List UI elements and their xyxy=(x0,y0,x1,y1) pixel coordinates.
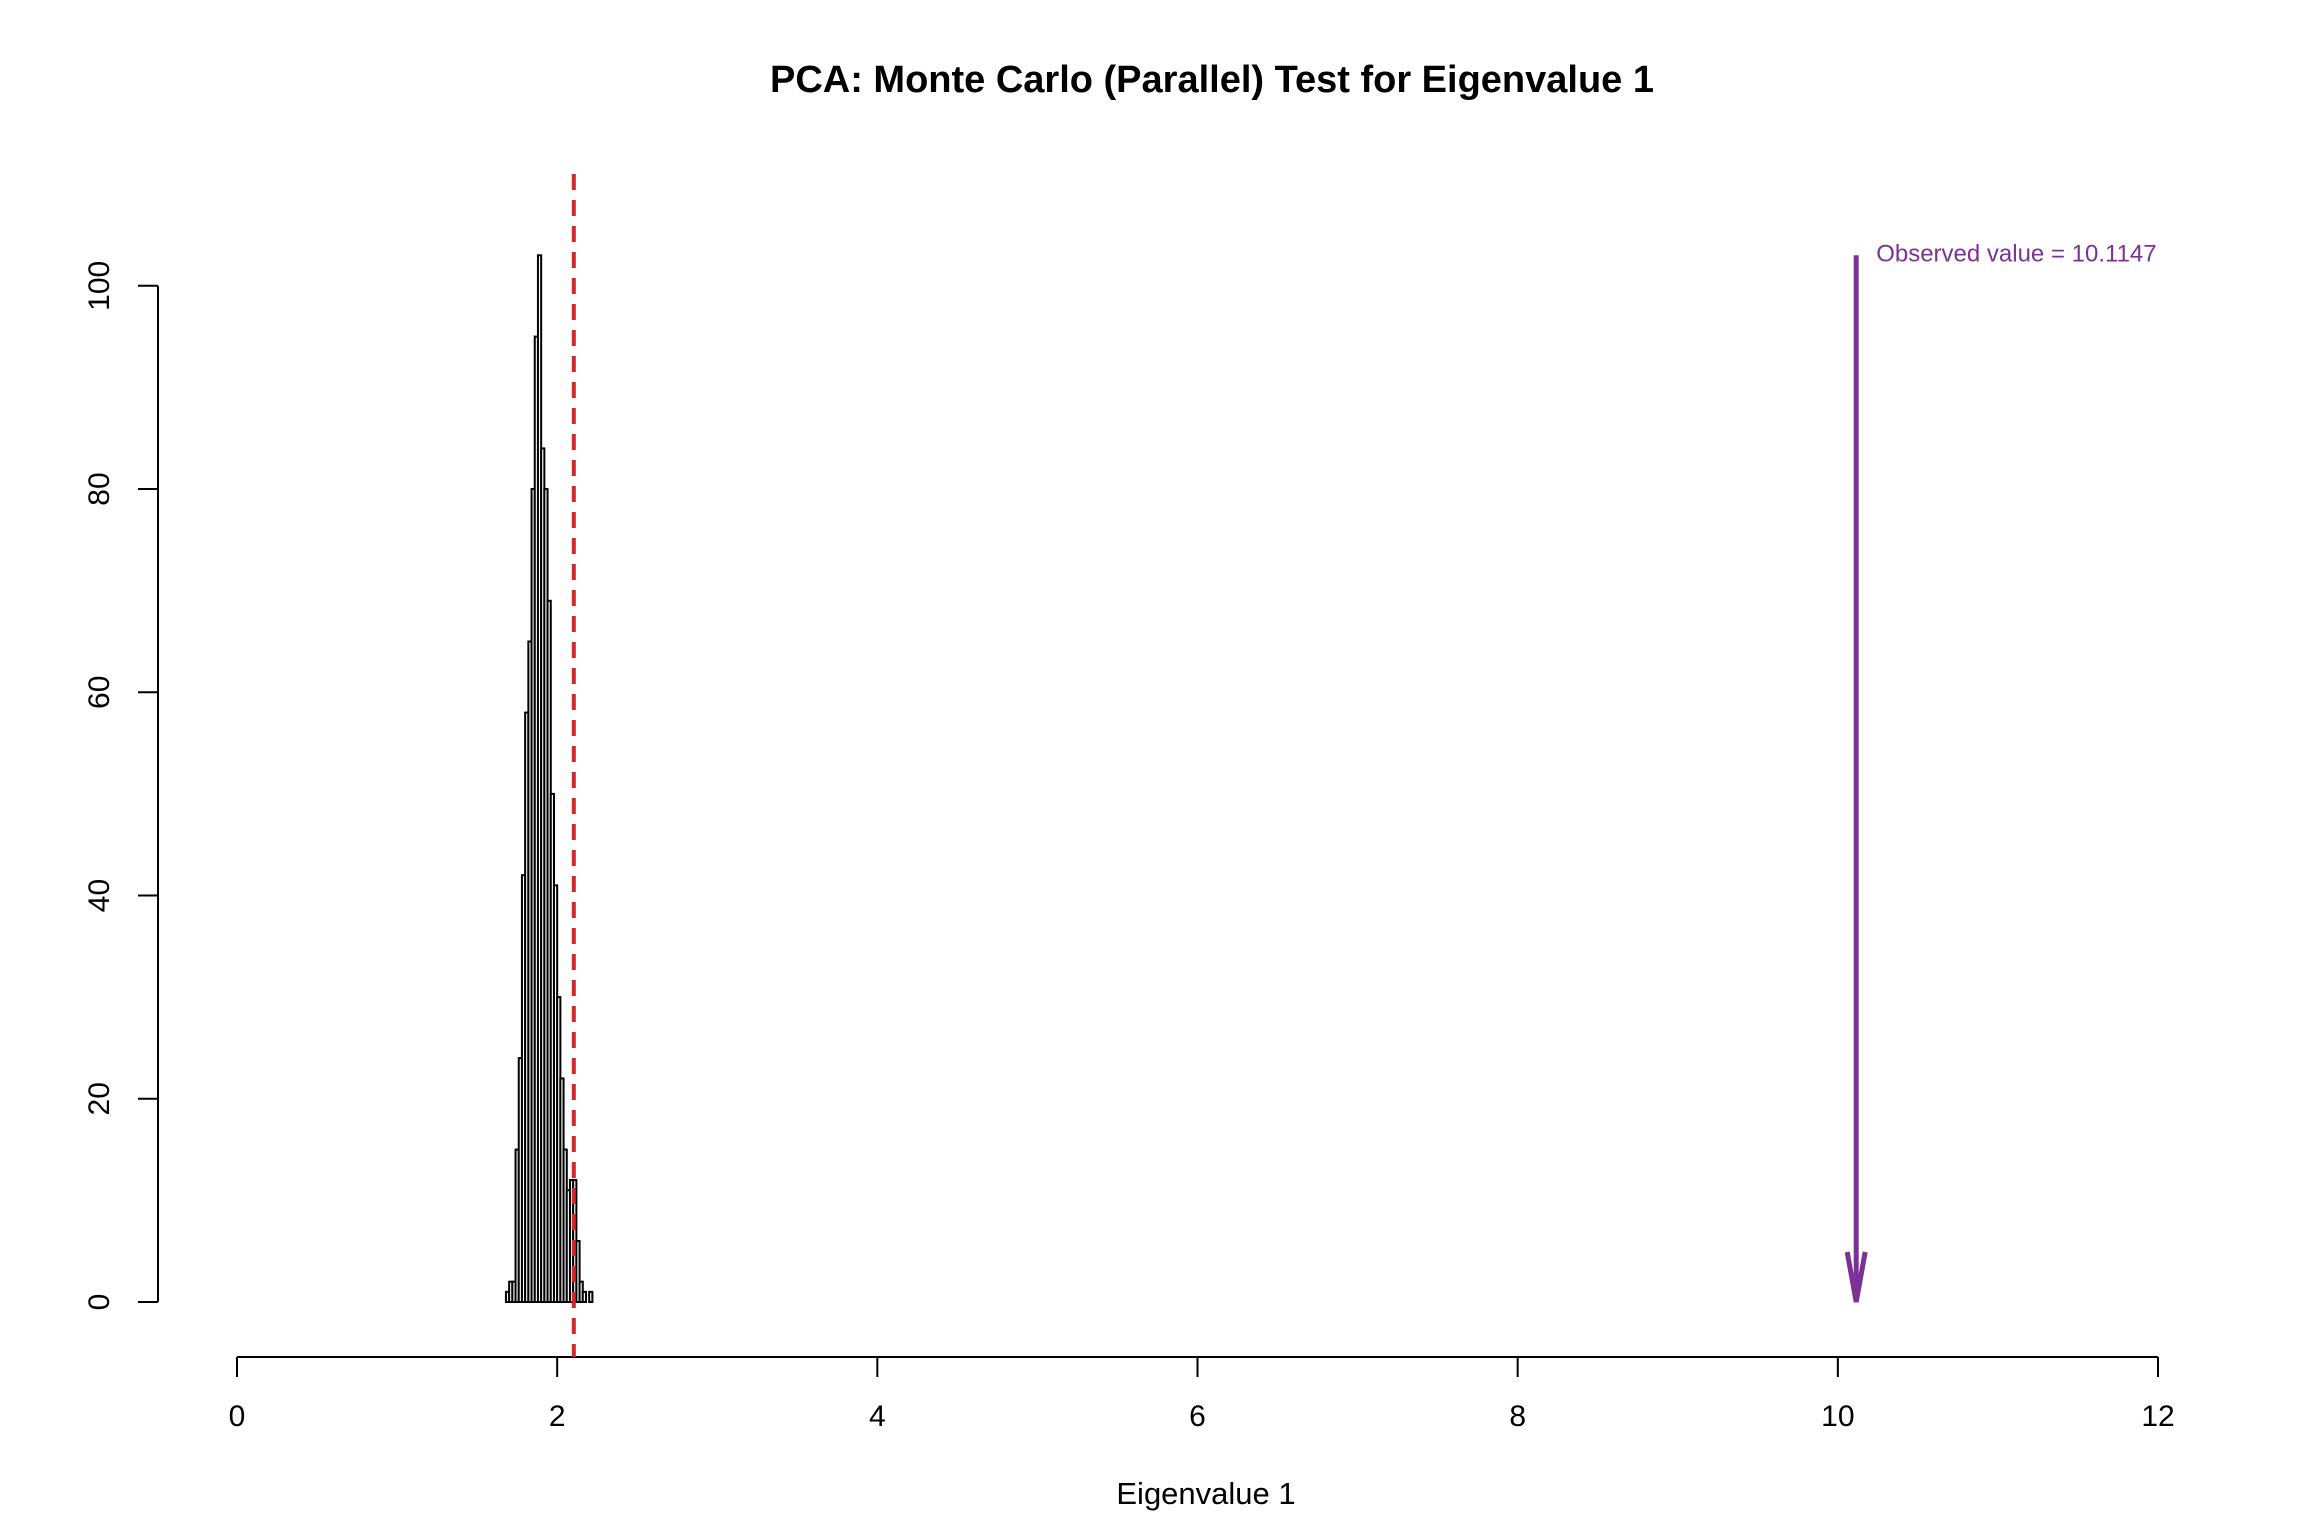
y-tick-label: 60 xyxy=(83,676,116,709)
x-tick-label: 8 xyxy=(1509,1400,1526,1433)
x-tick-label: 6 xyxy=(1189,1400,1206,1433)
x-tick-label: 12 xyxy=(2141,1400,2174,1433)
y-tick-label: 100 xyxy=(83,261,116,311)
x-tick-label: 4 xyxy=(869,1400,886,1433)
bar xyxy=(575,1240,581,1303)
y-tick-label: 0 xyxy=(83,1294,116,1311)
y-tick-label: 80 xyxy=(83,472,116,505)
arrow-head xyxy=(1844,1251,1868,1303)
annotation: Observed value = 10.1147 xyxy=(1876,241,2156,268)
x-tick-label: 2 xyxy=(549,1400,566,1433)
chart-title: PCA: Monte Carlo (Parallel) Test for Eig… xyxy=(770,59,1654,101)
y-tick-label: 40 xyxy=(83,879,116,912)
bar xyxy=(588,1290,594,1304)
y-tick-label: 20 xyxy=(83,1082,116,1115)
x-tick-label: 10 xyxy=(1821,1400,1854,1433)
x-axis-label: Eigenvalue 1 xyxy=(1116,1476,1295,1511)
bar xyxy=(581,1290,587,1304)
x-tick-label: 0 xyxy=(229,1400,246,1433)
